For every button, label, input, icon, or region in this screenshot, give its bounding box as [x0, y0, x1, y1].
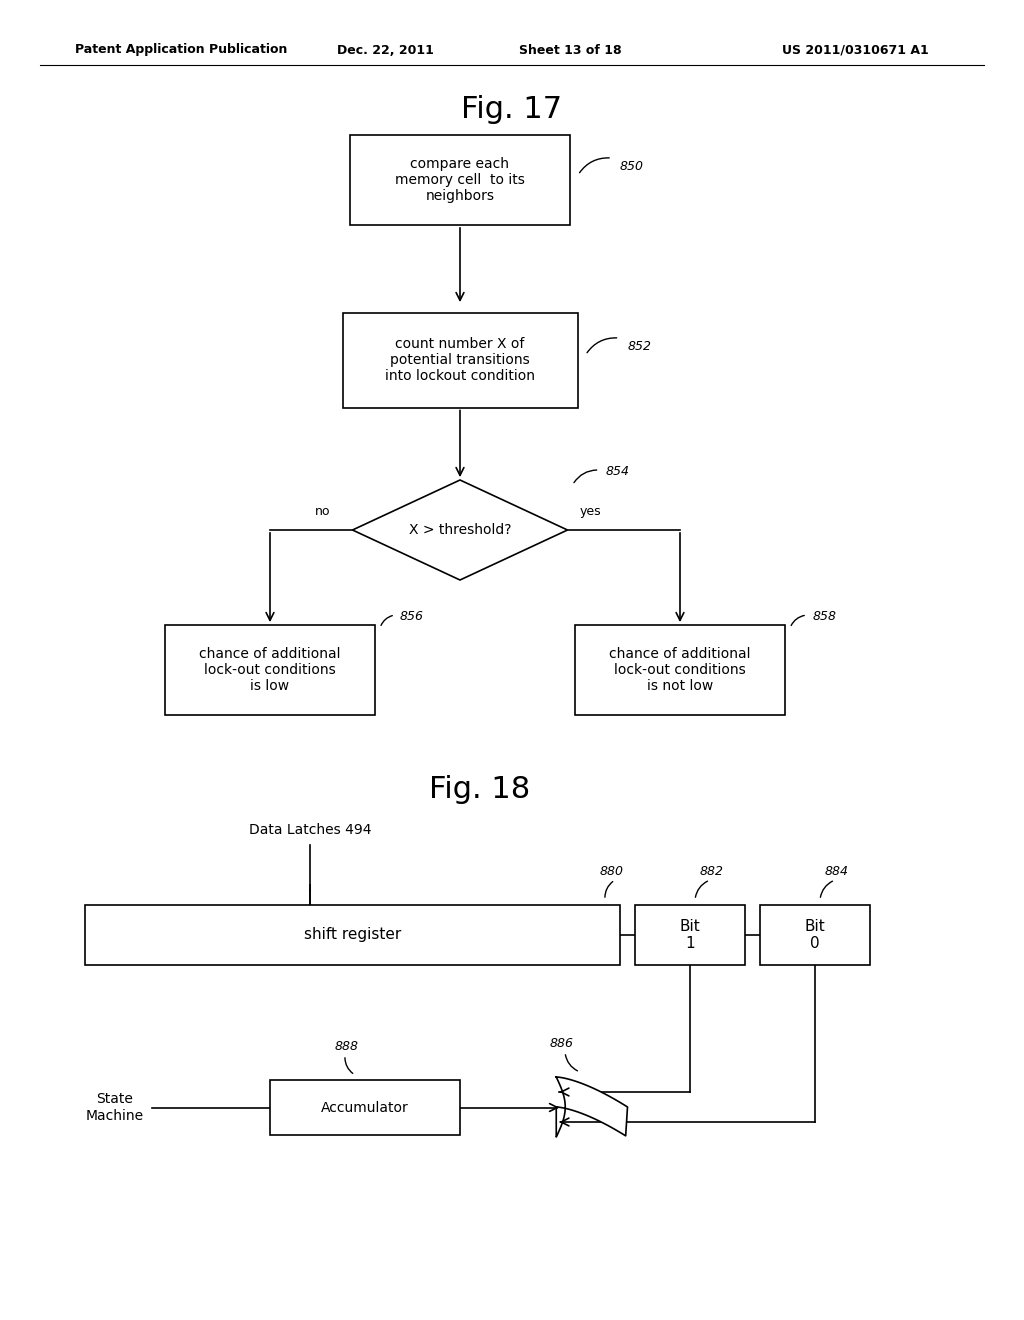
- Text: Bit
0: Bit 0: [805, 919, 825, 952]
- Text: State
Machine: State Machine: [86, 1093, 144, 1122]
- Text: Patent Application Publication: Patent Application Publication: [75, 44, 288, 57]
- Polygon shape: [556, 1077, 628, 1137]
- Text: Bit
1: Bit 1: [680, 919, 700, 952]
- Text: yes: yes: [580, 506, 601, 517]
- Text: shift register: shift register: [304, 928, 401, 942]
- Text: 888: 888: [335, 1040, 359, 1053]
- Text: compare each
memory cell  to its
neighbors: compare each memory cell to its neighbor…: [395, 157, 525, 203]
- Text: 850: 850: [620, 160, 644, 173]
- Text: chance of additional
lock-out conditions
is not low: chance of additional lock-out conditions…: [609, 647, 751, 693]
- Text: Fig. 17: Fig. 17: [462, 95, 562, 124]
- Text: US 2011/0310671 A1: US 2011/0310671 A1: [781, 44, 929, 57]
- Text: 882: 882: [700, 865, 724, 878]
- Text: no: no: [314, 506, 330, 517]
- Text: chance of additional
lock-out conditions
is low: chance of additional lock-out conditions…: [200, 647, 341, 693]
- Text: Fig. 18: Fig. 18: [429, 776, 530, 804]
- Text: Sheet 13 of 18: Sheet 13 of 18: [519, 44, 622, 57]
- Polygon shape: [352, 480, 567, 579]
- Bar: [85, 906, 620, 965]
- Bar: [760, 906, 870, 965]
- Bar: [635, 906, 745, 965]
- Text: 886: 886: [550, 1038, 574, 1049]
- Bar: [575, 624, 785, 715]
- Text: Accumulator: Accumulator: [322, 1101, 409, 1114]
- Bar: [350, 135, 570, 224]
- Text: 854: 854: [605, 465, 630, 478]
- Text: 858: 858: [813, 610, 837, 623]
- Text: X > threshold?: X > threshold?: [409, 523, 511, 537]
- Text: 884: 884: [825, 865, 849, 878]
- Bar: [270, 1080, 460, 1135]
- Text: 880: 880: [600, 865, 624, 878]
- Bar: [342, 313, 578, 408]
- Text: count number X of
potential transitions
into lockout condition: count number X of potential transitions …: [385, 337, 535, 383]
- Bar: [165, 624, 375, 715]
- Text: Data Latches 494: Data Latches 494: [249, 822, 372, 837]
- Text: 852: 852: [628, 341, 651, 352]
- Text: Dec. 22, 2011: Dec. 22, 2011: [337, 44, 433, 57]
- Text: 856: 856: [400, 610, 424, 623]
